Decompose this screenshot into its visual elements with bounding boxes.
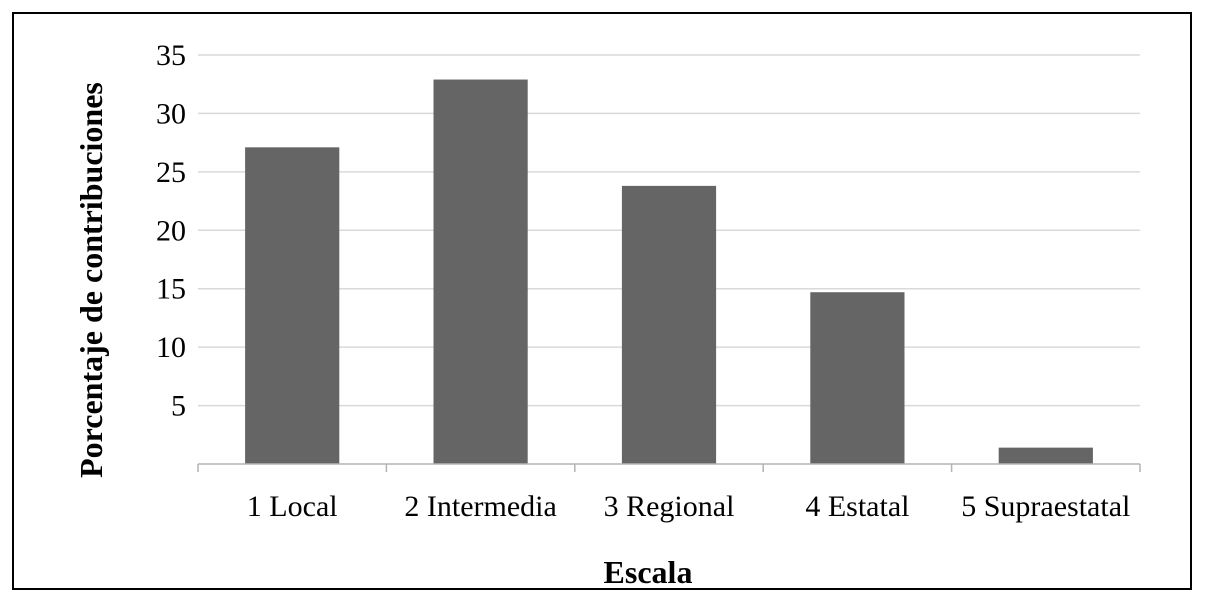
x-tick-label: 2 Intermedia bbox=[404, 490, 556, 523]
x-tick-labels: 1 Local 2 Intermedia 3 Regional 4 Estatal 5 … bbox=[247, 490, 1131, 523]
y-axis-title: Porcentaje de contribuciones bbox=[73, 82, 109, 478]
y-tick-labels: 5 10 15 20 25 30 35 bbox=[156, 39, 186, 423]
bars bbox=[245, 79, 1093, 464]
bar-5 bbox=[998, 447, 1093, 464]
bar-4 bbox=[810, 292, 905, 464]
x-tick-label: 1 Local bbox=[247, 490, 338, 523]
bar-1 bbox=[245, 147, 340, 464]
gridlines bbox=[198, 54, 1140, 407]
bar-3 bbox=[621, 185, 717, 464]
x-tick-label: 4 Estatal bbox=[805, 490, 909, 523]
axes bbox=[197, 463, 1141, 472]
y-tick-label: 30 bbox=[156, 97, 186, 130]
chart-frame bbox=[12, 12, 1192, 590]
y-tick-label: 20 bbox=[156, 214, 186, 247]
y-tick-label: 35 bbox=[156, 39, 186, 72]
y-tick-label: 5 bbox=[171, 390, 186, 423]
y-tick-label: 15 bbox=[156, 273, 186, 306]
y-tick-label: 10 bbox=[156, 331, 186, 364]
x-axis-title: Escala bbox=[604, 554, 693, 590]
bar-2 bbox=[433, 79, 528, 464]
x-tick-label: 5 Supraestatal bbox=[961, 490, 1130, 523]
y-tick-label: 25 bbox=[156, 156, 186, 189]
x-tick-label: 3 Regional bbox=[604, 490, 735, 523]
